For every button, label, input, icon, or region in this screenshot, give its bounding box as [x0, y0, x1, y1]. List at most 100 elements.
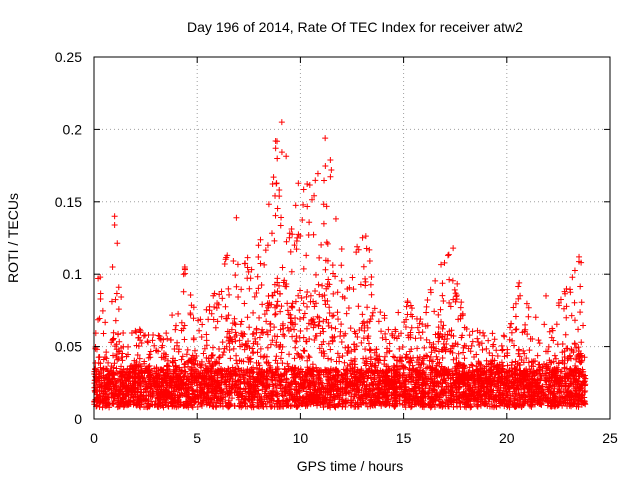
data-point — [253, 289, 260, 296]
data-point — [272, 377, 279, 384]
data-point — [102, 319, 109, 326]
data-point — [457, 304, 464, 311]
data-point — [264, 331, 271, 338]
data-point — [251, 293, 258, 300]
data-point — [379, 334, 386, 341]
data-point — [268, 230, 275, 237]
data-point — [564, 345, 571, 352]
data-point — [371, 305, 378, 312]
data-point — [504, 352, 511, 359]
data-point — [287, 248, 294, 255]
data-point — [309, 196, 316, 203]
data-point — [201, 345, 208, 352]
data-point — [120, 329, 127, 336]
data-point — [300, 300, 307, 307]
data-point — [284, 300, 291, 307]
data-point — [164, 335, 171, 342]
data-point — [408, 324, 415, 331]
data-point — [225, 312, 232, 319]
data-point — [312, 177, 319, 184]
data-point — [276, 186, 283, 193]
data-point — [244, 314, 251, 321]
data-point — [408, 346, 415, 353]
data-points — [91, 119, 589, 411]
data-point — [523, 300, 530, 307]
data-point — [571, 267, 578, 274]
data-point — [375, 318, 382, 325]
data-point — [216, 346, 223, 353]
data-point — [426, 339, 433, 346]
data-point — [279, 360, 286, 367]
data-point — [485, 337, 492, 344]
data-point — [134, 351, 141, 358]
data-point — [378, 402, 385, 409]
data-point — [295, 292, 302, 299]
data-point — [267, 327, 274, 334]
data-point — [327, 157, 334, 164]
data-point — [367, 281, 374, 288]
data-point — [310, 298, 317, 305]
data-point — [438, 363, 445, 370]
data-point — [526, 347, 533, 354]
data-point — [304, 303, 311, 310]
data-point — [300, 265, 307, 272]
data-point — [304, 203, 311, 210]
data-point — [198, 333, 205, 340]
data-point — [97, 290, 104, 297]
data-point — [291, 355, 298, 362]
data-point — [403, 351, 410, 358]
data-point — [577, 359, 584, 366]
data-point — [395, 309, 402, 316]
data-point — [225, 285, 232, 292]
data-point — [157, 336, 164, 343]
data-point — [334, 309, 341, 316]
data-point — [232, 338, 239, 345]
data-point — [194, 403, 201, 410]
data-point — [128, 329, 135, 336]
data-point — [149, 337, 156, 344]
data-point — [263, 328, 270, 335]
data-point — [396, 345, 403, 352]
data-point — [169, 312, 176, 319]
data-point — [95, 316, 102, 323]
data-point — [324, 297, 331, 304]
data-point — [535, 337, 542, 344]
data-point — [284, 360, 291, 367]
data-point — [295, 180, 302, 187]
data-point — [155, 332, 162, 339]
data-point — [199, 321, 206, 328]
data-point — [265, 201, 272, 208]
data-point — [310, 324, 317, 331]
data-point — [562, 331, 569, 338]
data-point — [423, 309, 430, 316]
data-point — [329, 262, 336, 269]
data-point — [392, 328, 399, 335]
data-point — [307, 292, 314, 299]
data-point — [219, 295, 226, 302]
data-point — [311, 337, 318, 344]
data-point — [325, 276, 332, 283]
data-point — [461, 355, 468, 362]
data-point — [278, 149, 285, 156]
data-point — [206, 402, 213, 409]
data-point — [273, 353, 280, 360]
data-point — [319, 325, 326, 332]
data-point — [312, 271, 319, 278]
data-point — [327, 346, 334, 353]
data-point — [366, 246, 373, 253]
data-point — [508, 329, 515, 336]
data-point — [439, 280, 446, 287]
data-point — [151, 342, 158, 349]
data-point — [296, 316, 303, 323]
data-point — [238, 286, 245, 293]
data-point — [364, 403, 371, 410]
data-point — [266, 321, 273, 328]
data-point — [560, 383, 567, 390]
data-point — [233, 283, 240, 290]
data-point — [352, 346, 359, 353]
data-point — [277, 308, 284, 315]
data-point — [446, 299, 453, 306]
data-point — [362, 346, 369, 353]
data-point — [525, 304, 532, 311]
data-point — [118, 354, 125, 361]
